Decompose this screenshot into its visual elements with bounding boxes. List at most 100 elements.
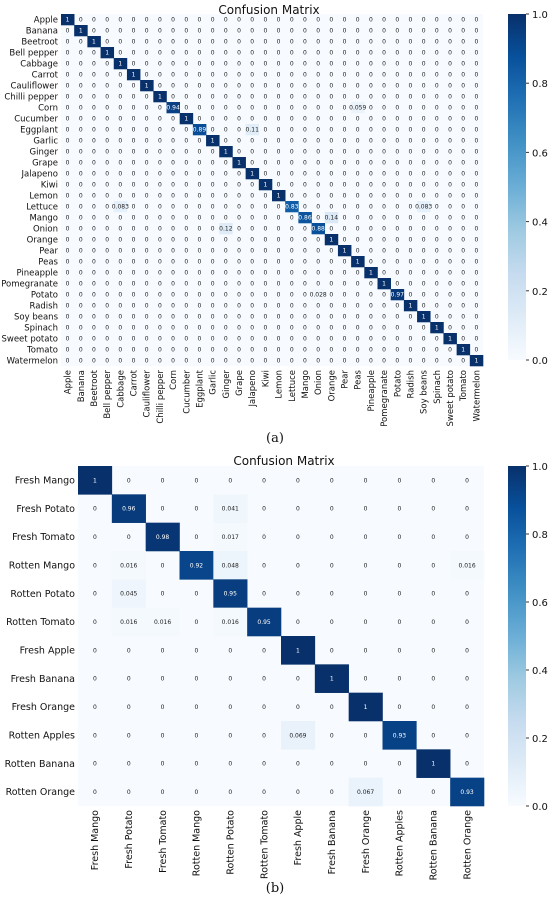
- cell-value-label: 0: [118, 17, 122, 24]
- cell-value-label: 0: [422, 237, 426, 244]
- cell-value-label: 0: [356, 17, 360, 24]
- cell-value-label: 0: [369, 347, 373, 354]
- cell-value-label: 0: [66, 314, 70, 321]
- cell-value-label: 0: [448, 248, 452, 255]
- cell-value-label: 0: [161, 477, 165, 484]
- cell-value-label: 0: [145, 270, 149, 277]
- cell-value-label: 0: [356, 226, 360, 233]
- cell-value-label: 0: [171, 17, 175, 24]
- cell-value-label: 0: [398, 562, 402, 569]
- cell-value-label: 0: [356, 127, 360, 134]
- cell-value-label: 0: [195, 477, 199, 484]
- cell-value-label: 0: [198, 149, 202, 156]
- cell-value-label: 0: [431, 619, 435, 626]
- cell-value-label: 0: [92, 215, 96, 222]
- cell-value-label: 0: [395, 138, 399, 145]
- cell-value-label: 0: [184, 259, 188, 266]
- y-tick-labels-b: Fresh Mango Fresh Potato Fresh Tomato Rotte…: [5, 475, 76, 798]
- cell-value-label: 0: [382, 325, 386, 332]
- cell-value-label: 0: [118, 50, 122, 57]
- cell-value-label: 0: [224, 127, 228, 134]
- cell-value-label: 0: [66, 160, 70, 167]
- x-tick-label: Banana: [77, 370, 87, 402]
- cell-value-label: 0: [461, 138, 465, 145]
- colorbar-tick-label: 0.6: [532, 148, 548, 159]
- cell-value-label: 0: [79, 314, 83, 321]
- cell-value-label: 0: [474, 292, 478, 299]
- cell-value-label: 0: [369, 17, 373, 24]
- cell-value-label: 0: [409, 127, 413, 134]
- cell-value-label: 0: [195, 676, 199, 683]
- cell-value-label: 0: [296, 789, 300, 796]
- cell-value-label: 0: [356, 303, 360, 310]
- cell-value-label: 0: [448, 138, 452, 145]
- cell-value-label: 0: [105, 248, 109, 255]
- cell-value-label: 0: [395, 28, 399, 35]
- cell-value-label: 0: [158, 160, 162, 167]
- cell-value-label: 0: [195, 591, 199, 598]
- cell-value-label: 0.016: [120, 562, 137, 569]
- cell-value-label: 0: [448, 105, 452, 112]
- cell-value-label: 0: [79, 94, 83, 101]
- cell-value-label: 0: [409, 149, 413, 156]
- cell-value-label: 0: [158, 270, 162, 277]
- cell-value-label: 0: [263, 193, 267, 200]
- cell-value-label: 0: [92, 281, 96, 288]
- x-tick-label: Carrot: [130, 369, 140, 396]
- cell-value-label: 0: [382, 127, 386, 134]
- cell-value-label: 0: [237, 149, 241, 156]
- heatmap-cell: [145, 607, 180, 637]
- cell-value-label: 0: [211, 325, 215, 332]
- cell-value-label: 0: [250, 28, 254, 35]
- cell-value-label: 0: [161, 647, 165, 654]
- cell-value-label: 0.86: [298, 215, 312, 222]
- cell-value-label: 0: [277, 94, 281, 101]
- cell-value-label: 0: [382, 248, 386, 255]
- heatmap-cell: [213, 551, 248, 580]
- cell-value-label: 0: [448, 281, 452, 288]
- cell-value-label: 0: [290, 105, 294, 112]
- cell-value-label: 0: [343, 270, 347, 277]
- colorbar-tick-label: 0.4: [532, 218, 548, 229]
- cell-value-label: 0: [382, 138, 386, 145]
- cell-value-label: 0: [343, 347, 347, 354]
- cell-value-label: 0: [303, 281, 307, 288]
- cell-value-label: 0: [369, 303, 373, 310]
- cell-value-label: 0: [211, 347, 215, 354]
- cell-value-label: 0: [184, 28, 188, 35]
- cell-value-label: 0: [262, 591, 266, 598]
- cell-value-label: 0: [461, 193, 465, 200]
- cell-value-label: 0: [277, 138, 281, 145]
- heatmap-cell: [213, 494, 248, 523]
- cell-value-label: 0: [316, 259, 320, 266]
- cell-value-label: 0: [79, 39, 83, 46]
- cell-value-label: 0: [145, 72, 149, 79]
- cell-value-label: 0: [369, 116, 373, 123]
- cell-value-label: 0: [290, 61, 294, 68]
- heatmap-cell: [206, 135, 220, 147]
- cell-value-label: 0: [228, 477, 232, 484]
- cell-value-label: 0: [237, 281, 241, 288]
- cell-value-label: 0: [118, 314, 122, 321]
- cell-value-label: 0: [435, 204, 439, 211]
- heatmap-cell: [430, 322, 444, 334]
- cell-value-label: 0: [356, 61, 360, 68]
- cell-value-label: 0: [145, 116, 149, 123]
- cell-value-label: 0: [250, 358, 254, 365]
- cell-value-label: 0: [118, 39, 122, 46]
- cell-value-label: 0: [465, 647, 469, 654]
- cell-value-label: 1: [461, 347, 465, 354]
- cell-value-label: 0: [171, 149, 175, 156]
- cell-value-label: 0.016: [120, 619, 137, 626]
- cell-value-label: 0: [422, 50, 426, 57]
- cell-value-label: 0: [93, 676, 97, 683]
- cell-value-label: 0: [316, 270, 320, 277]
- cell-value-label: 0: [296, 761, 300, 768]
- cell-value-label: 0: [171, 314, 175, 321]
- cell-value-label: 0: [161, 591, 165, 598]
- cell-value-label: 0: [290, 303, 294, 310]
- cell-value-label: 0: [290, 116, 294, 123]
- cell-value-label: 0: [435, 259, 439, 266]
- cell-value-label: 0: [263, 314, 267, 321]
- cell-value-label: 0: [262, 761, 266, 768]
